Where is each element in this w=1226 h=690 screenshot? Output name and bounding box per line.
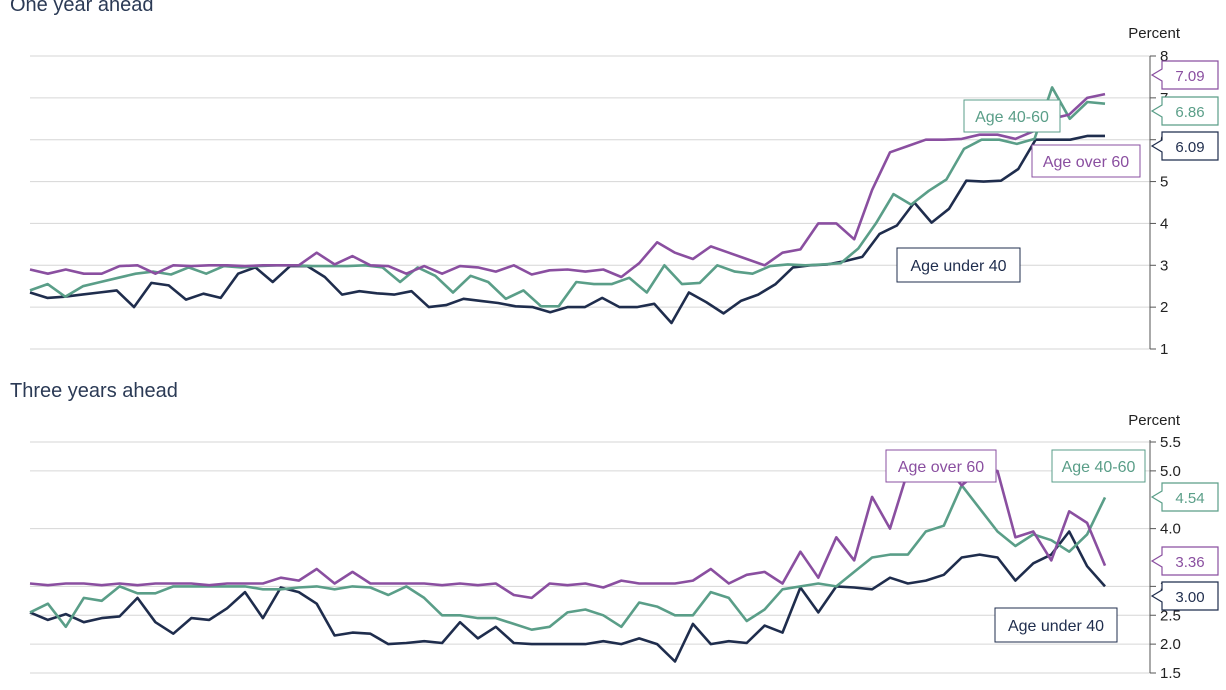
y-tick-label: 3 — [1160, 257, 1168, 274]
end-value-box — [1150, 60, 1219, 90]
end-value-label: 6.86 — [1175, 104, 1204, 121]
end-value-box — [1150, 482, 1219, 512]
end-value-label: 3.00 — [1175, 589, 1204, 606]
end-value-label: 3.36 — [1175, 554, 1204, 571]
y-axis-unit-label: Percent — [1128, 25, 1181, 42]
series-name-box — [885, 449, 997, 483]
end-value-label: 4.54 — [1175, 490, 1204, 507]
series-line-under40 — [29, 134, 1105, 325]
chart-panel-1: One year aheadPercent123456786.096.867.0… — [10, 0, 1219, 358]
y-tick-label: 5.5 — [1160, 434, 1181, 451]
series-name-box — [994, 607, 1118, 643]
y-tick-label: 2.0 — [1160, 636, 1181, 653]
y-tick-label: 5 — [1160, 174, 1168, 191]
y-axis-unit-label: Percent — [1128, 412, 1181, 429]
end-value-box — [1150, 131, 1219, 161]
end-value-box — [1150, 546, 1219, 576]
y-tick-label: 1.5 — [1160, 665, 1181, 682]
series-name-label: Age over 60 — [898, 459, 984, 476]
y-tick-label: 2 — [1160, 299, 1168, 316]
panel-title: Three years ahead — [10, 380, 178, 402]
y-tick-label: 2.5 — [1160, 607, 1181, 624]
y-tick-label: 5.0 — [1160, 463, 1181, 480]
y-tick-label: 4 — [1160, 215, 1168, 232]
y-tick-label: 4.0 — [1160, 521, 1181, 538]
panel-title: One year ahead — [10, 0, 153, 16]
series-name-label: Age under 40 — [1008, 618, 1104, 635]
series-name-label: Age under 40 — [910, 258, 1006, 275]
y-tick-label: 8 — [1160, 48, 1168, 65]
chart-panel-2: Three years aheadPercent1.52.02.53.04.05… — [10, 380, 1219, 682]
series-name-label: Age 40-60 — [1062, 459, 1136, 476]
y-tick-label: 1 — [1160, 341, 1168, 358]
series-line-under40 — [29, 530, 1106, 663]
series-line-mid — [29, 483, 1107, 632]
end-value-box — [1150, 581, 1219, 611]
series-line-mid — [29, 86, 1106, 308]
end-value-label: 6.09 — [1175, 139, 1204, 156]
series-name-label: Age 40-60 — [975, 109, 1049, 126]
series-line-over60 — [29, 92, 1106, 279]
series-name-box — [1031, 144, 1141, 178]
series-name-box — [963, 99, 1061, 133]
series-name-box — [1051, 449, 1146, 483]
end-value-box — [1150, 96, 1219, 126]
series-name-box — [896, 247, 1021, 283]
series-name-label: Age over 60 — [1043, 154, 1129, 171]
end-value-label: 7.09 — [1175, 68, 1204, 85]
series-line-over60 — [29, 463, 1107, 600]
